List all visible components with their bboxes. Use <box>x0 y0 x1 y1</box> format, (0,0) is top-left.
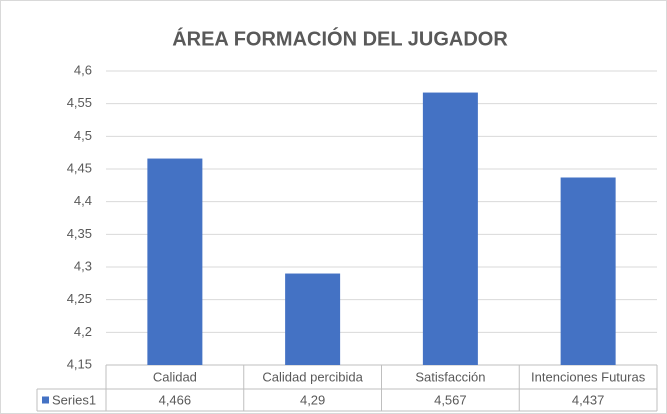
y-tick-label: 4,15 <box>67 356 92 371</box>
y-tick-label: 4,55 <box>67 95 92 110</box>
legend-label: Series1 <box>52 392 96 407</box>
table-value: 4,466 <box>159 392 192 407</box>
legend-key <box>42 396 49 404</box>
x-tick-label: Calidad <box>153 369 197 384</box>
bar <box>147 158 203 365</box>
y-tick-label: 4,45 <box>67 160 92 175</box>
y-tick-label: 4,35 <box>67 226 92 241</box>
table-value: 4,567 <box>434 392 467 407</box>
x-tick-label: Intenciones Futuras <box>531 369 646 384</box>
bar <box>560 177 616 365</box>
y-tick-label: 4,5 <box>74 128 92 143</box>
y-tick-label: 4,6 <box>74 62 92 77</box>
table-value: 4,437 <box>572 392 605 407</box>
y-tick-label: 4,4 <box>74 193 92 208</box>
x-tick-label: Satisfacción <box>415 369 485 384</box>
table-value: 4,29 <box>300 392 325 407</box>
bar <box>285 273 341 365</box>
y-tick-label: 4,3 <box>74 258 92 273</box>
bar <box>422 92 478 365</box>
chart-title: ÁREA FORMACIÓN DEL JUGADOR <box>172 26 508 50</box>
y-tick-label: 4,2 <box>74 324 92 339</box>
x-tick-label: Calidad percibida <box>262 369 363 384</box>
y-tick-label: 4,25 <box>67 291 92 306</box>
